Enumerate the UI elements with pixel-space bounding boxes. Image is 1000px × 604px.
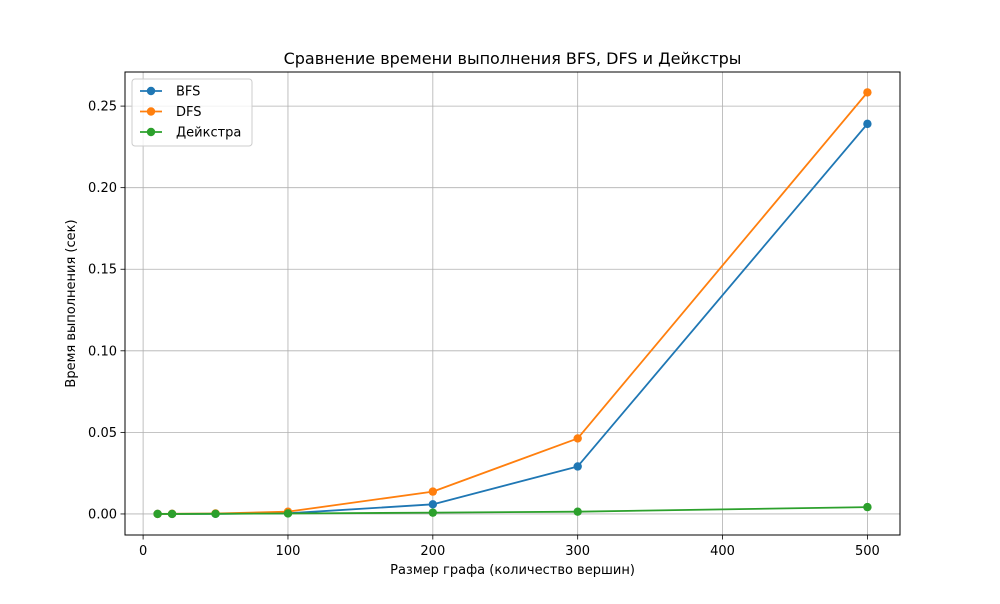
legend: BFS DFS Дейкстра bbox=[131, 78, 253, 147]
legend-label: Дейкстра bbox=[176, 126, 241, 141]
x-tick-label: 300 bbox=[565, 544, 590, 559]
legend-label: DFS bbox=[176, 105, 202, 120]
data-point bbox=[283, 509, 293, 518]
data-point bbox=[573, 434, 582, 443]
data-point bbox=[153, 509, 162, 519]
x-axis-label: Размер графа (количество вершин) bbox=[390, 563, 635, 578]
grid bbox=[125, 72, 900, 535]
y-tick-label: 0.00 bbox=[88, 507, 117, 522]
legend-marker bbox=[146, 86, 156, 96]
series-layer bbox=[153, 88, 872, 519]
data-point bbox=[428, 508, 438, 517]
x-axis-ticks: 0 100 200 300 400 500 bbox=[139, 535, 880, 559]
data-point bbox=[428, 487, 438, 496]
series-2 bbox=[153, 502, 872, 519]
y-tick-label: 0.10 bbox=[88, 344, 117, 359]
legend-box bbox=[131, 78, 253, 147]
plot-area bbox=[125, 72, 900, 535]
y-axis-label: Время выполнения (сек) bbox=[64, 219, 79, 387]
data-point bbox=[863, 502, 872, 512]
data-point bbox=[573, 507, 582, 516]
x-tick-label: 500 bbox=[855, 544, 880, 559]
data-point bbox=[863, 88, 872, 97]
x-tick-label: 200 bbox=[420, 544, 445, 559]
y-tick-label: 0.20 bbox=[88, 181, 117, 196]
legend-marker bbox=[146, 107, 156, 116]
data-point bbox=[167, 509, 177, 519]
chart-title: Сравнение времени выполнения BFS, DFS и … bbox=[284, 49, 742, 68]
data-point bbox=[863, 119, 872, 129]
legend-label: BFS bbox=[176, 85, 200, 100]
legend-marker bbox=[146, 127, 156, 137]
x-tick-label: 0 bbox=[139, 544, 147, 559]
data-point bbox=[211, 509, 220, 518]
plot-frame bbox=[124, 71, 901, 536]
x-tick-label: 400 bbox=[710, 544, 735, 559]
y-axis-ticks: 0.00 0.05 0.10 0.15 0.20 0.25 bbox=[88, 100, 125, 522]
y-tick-label: 0.15 bbox=[88, 263, 117, 278]
data-point bbox=[573, 462, 582, 471]
y-tick-label: 0.05 bbox=[88, 426, 117, 441]
x-tick-label: 100 bbox=[276, 544, 301, 559]
data-point bbox=[428, 500, 438, 509]
y-tick-label: 0.25 bbox=[88, 100, 117, 115]
